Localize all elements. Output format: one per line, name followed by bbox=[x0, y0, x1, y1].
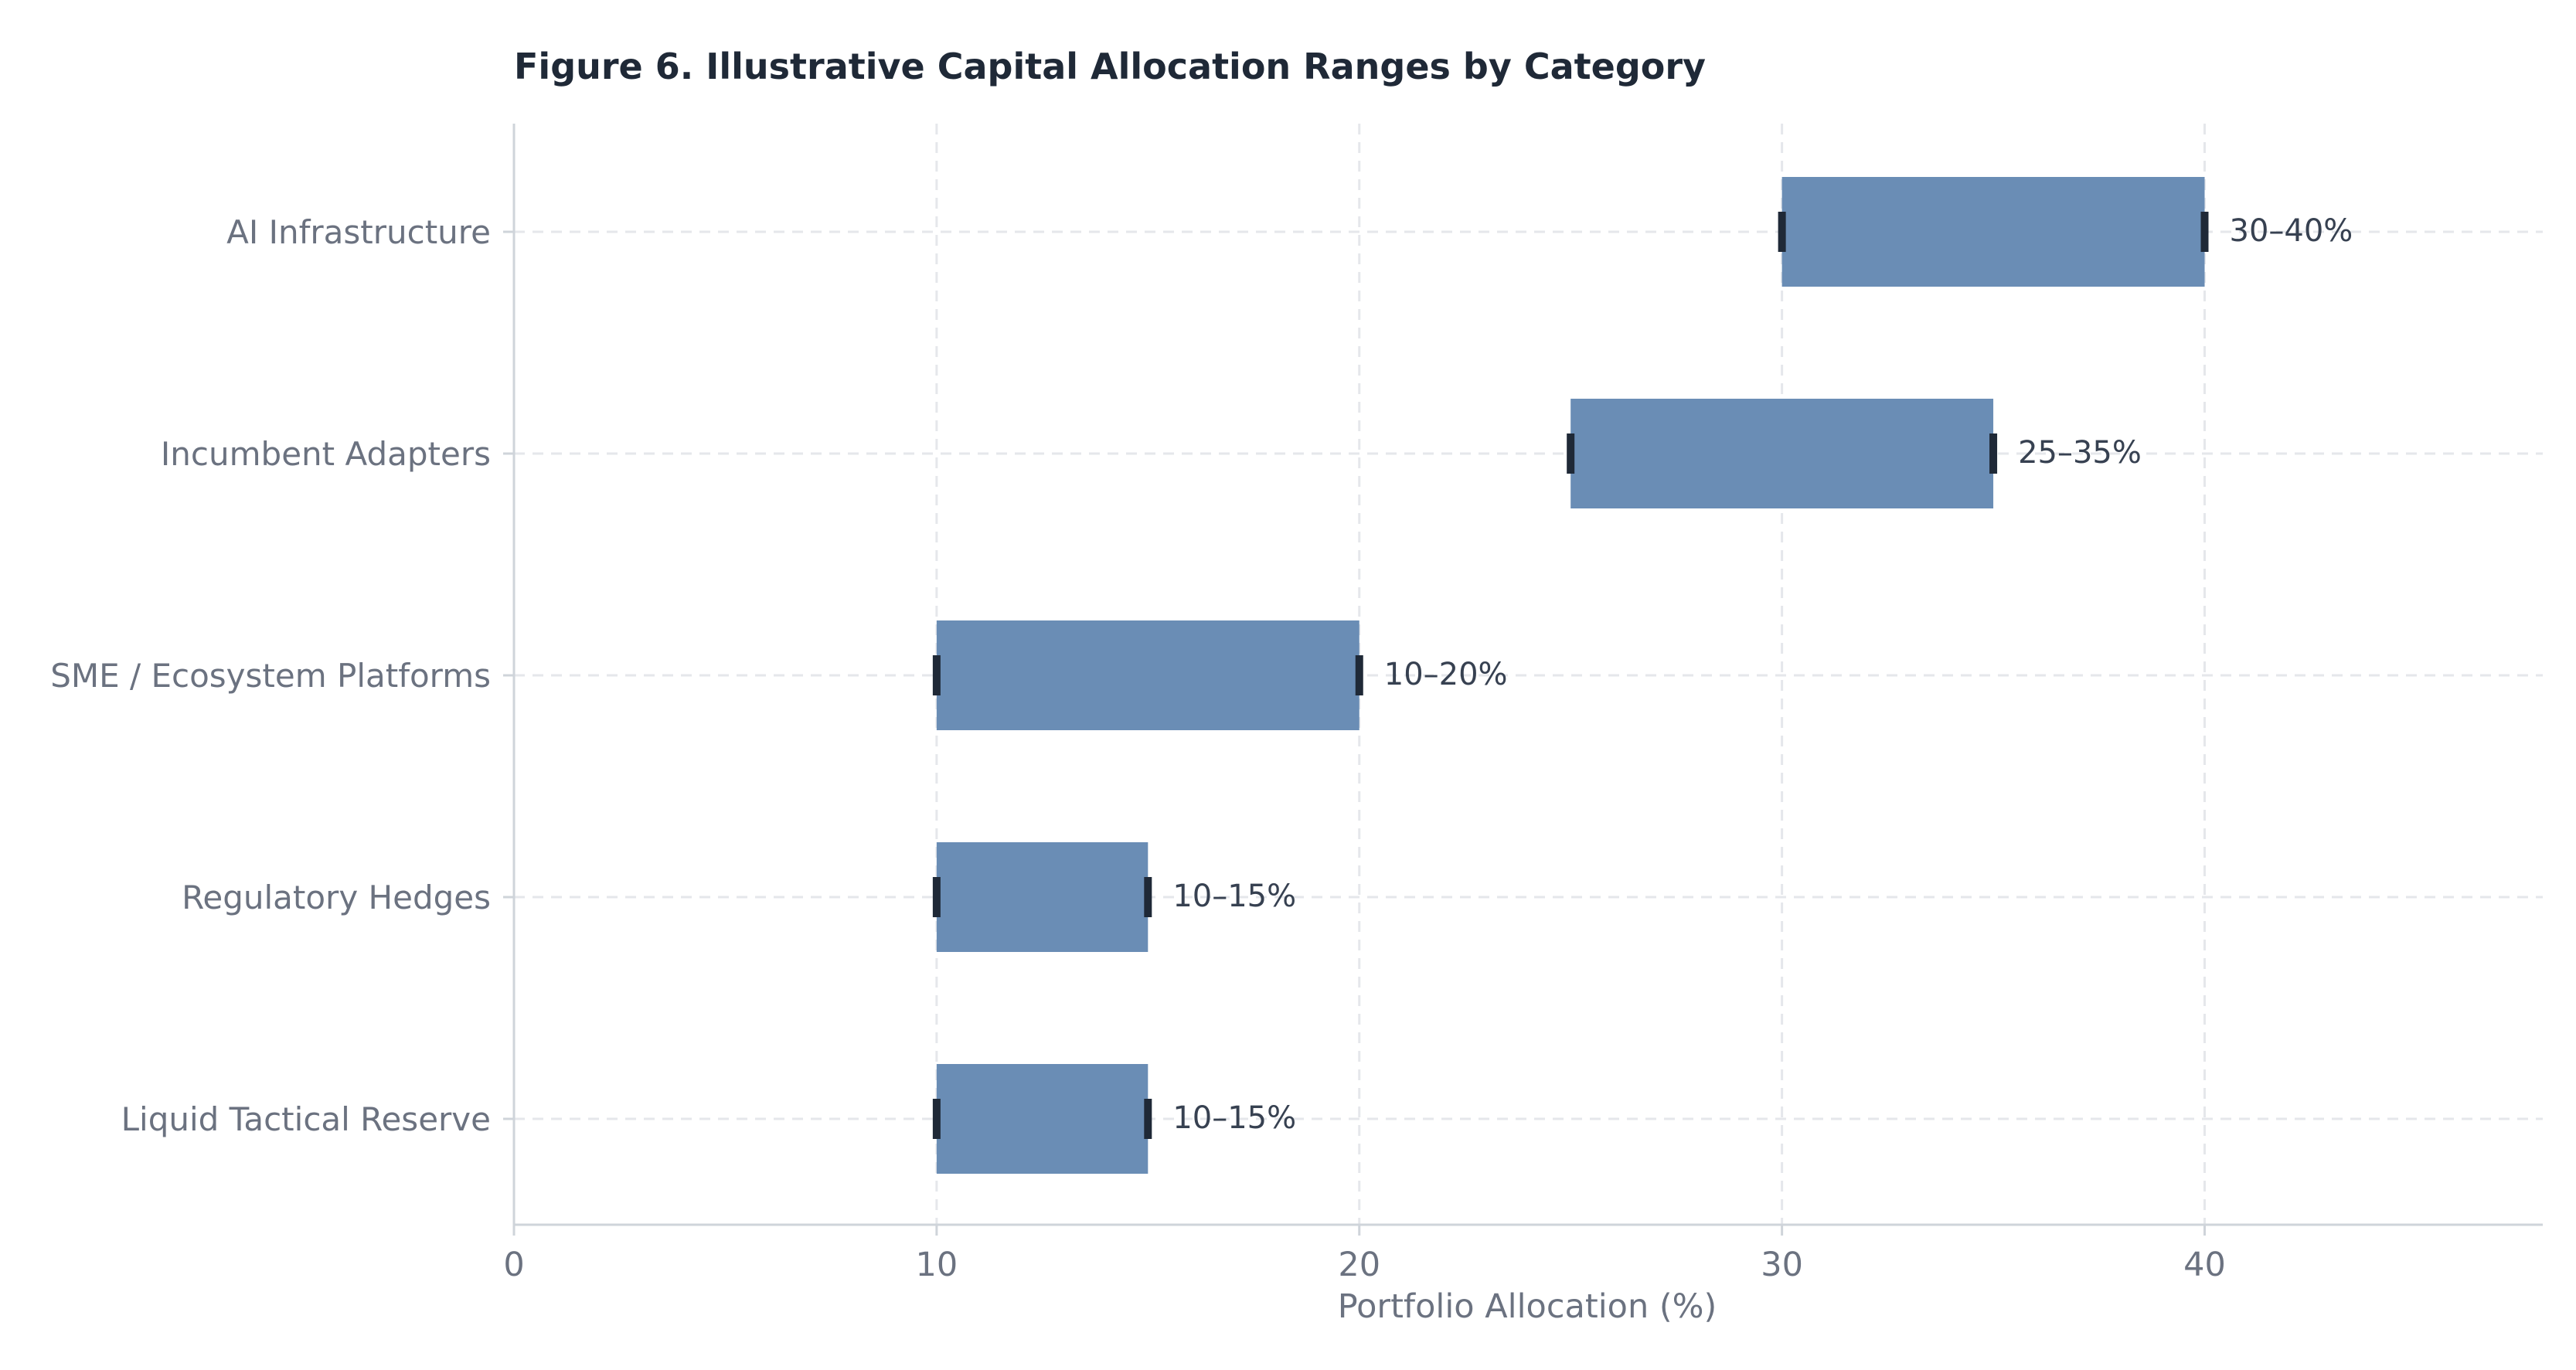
grid-layer bbox=[514, 124, 2543, 1225]
bar-layer: 30–40% 25–35% 10–20% 10–15% 10–15% bbox=[932, 177, 2353, 1174]
range-high-marker bbox=[1355, 655, 1363, 695]
data-label: 30–40% bbox=[2230, 213, 2353, 249]
y-tick-label: AI Infrastructure bbox=[226, 213, 491, 251]
x-tick-label: 20 bbox=[1338, 1246, 1380, 1284]
x-tick-label: 0 bbox=[503, 1246, 524, 1284]
x-tick-label: 40 bbox=[2183, 1246, 2226, 1284]
range-low-marker bbox=[932, 1099, 941, 1139]
y-tick-label: Regulatory Hedges bbox=[182, 879, 491, 916]
y-tick-label: Incumbent Adapters bbox=[161, 435, 491, 473]
chart-title: Figure 6. Illustrative Capital Allocatio… bbox=[514, 46, 1706, 87]
axis-layer: 0 10 20 30 40 AI Infrastructure Incumbent Adap… bbox=[50, 124, 2543, 1284]
data-label: 10–15% bbox=[1172, 879, 1296, 914]
range-low-marker bbox=[1778, 212, 1786, 252]
data-label: 10–15% bbox=[1172, 1100, 1296, 1136]
data-label: 25–35% bbox=[2018, 435, 2142, 471]
range-bar bbox=[936, 842, 1148, 952]
range-bar bbox=[936, 1064, 1148, 1174]
y-tick-label: SME / Ecosystem Platforms bbox=[50, 657, 491, 695]
range-high-marker bbox=[1989, 433, 1998, 474]
range-low-marker bbox=[932, 655, 941, 695]
range-low-marker bbox=[1567, 433, 1575, 474]
range-high-marker bbox=[1144, 1099, 1152, 1139]
y-tick-label: Liquid Tactical Reserve bbox=[121, 1100, 491, 1138]
range-bar bbox=[936, 620, 1359, 730]
range-bar bbox=[1781, 177, 2205, 287]
x-tick-label: 30 bbox=[1761, 1246, 1803, 1284]
range-bar bbox=[1570, 399, 1994, 508]
x-axis-label: Portfolio Allocation (%) bbox=[1338, 1287, 1717, 1326]
range-high-marker bbox=[1144, 877, 1152, 917]
range-high-marker bbox=[2200, 212, 2209, 252]
x-tick-label: 10 bbox=[916, 1246, 958, 1284]
range-low-marker bbox=[932, 877, 941, 917]
data-label: 10–20% bbox=[1384, 657, 1508, 692]
